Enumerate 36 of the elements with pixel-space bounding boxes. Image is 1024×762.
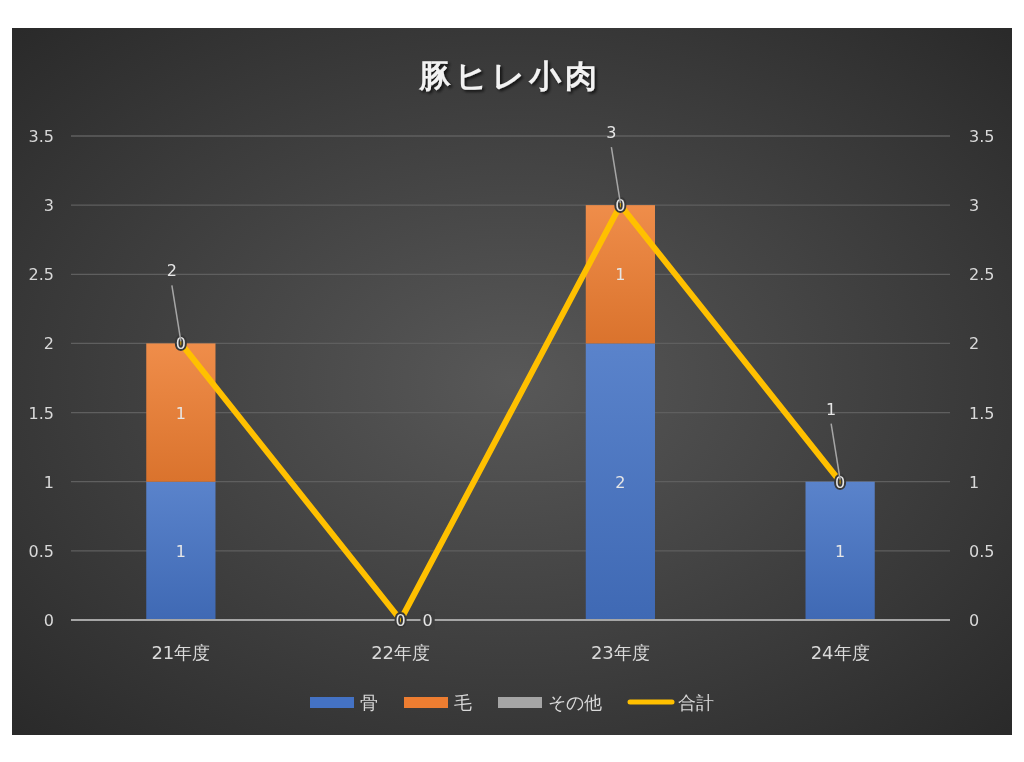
data-label: 1 — [615, 265, 626, 285]
x-tick-label: 21年度 — [151, 642, 211, 663]
data-label: 0 — [422, 611, 433, 630]
data-label: 1 — [835, 541, 846, 561]
x-tick-label: 22年度 — [371, 642, 431, 663]
bar — [585, 343, 655, 620]
data-label: 2 — [615, 472, 626, 492]
chart-title: 豚ヒレ小肉 — [418, 57, 601, 95]
y-tick-label: 1 — [43, 472, 54, 492]
y2-tick-label: 2 — [969, 334, 980, 354]
y-tick-label: 1.5 — [28, 403, 54, 423]
y2-tick-label: 3 — [969, 196, 980, 216]
x-tick-label: 23年度 — [590, 642, 650, 663]
bar — [146, 481, 216, 620]
y2-tick-label: 0.5 — [969, 541, 995, 561]
legend-label: その他 — [548, 692, 602, 713]
data-label: 1 — [826, 399, 837, 419]
y-tick-label: 2.5 — [28, 265, 54, 285]
y-tick-label: 0 — [43, 611, 54, 630]
y-tick-label: 0.5 — [28, 541, 54, 561]
y-tick-label: 3.5 — [28, 127, 54, 146]
data-label: 2 — [166, 261, 177, 281]
y-tick-label: 2 — [43, 334, 54, 354]
data-label: 1 — [175, 403, 186, 423]
y2-tick-label: 0 — [969, 611, 980, 630]
y2-tick-label: 1 — [969, 472, 980, 492]
y2-tick-label: 2.5 — [969, 265, 995, 285]
y-tick-label: 3 — [43, 196, 54, 216]
x-tick-label: 24年度 — [810, 642, 870, 663]
legend-label: 合計 — [678, 692, 714, 713]
data-label: 1 — [175, 541, 186, 561]
legend-label: 毛 — [454, 692, 472, 713]
data-label: 3 — [606, 123, 617, 143]
y2-tick-label: 1.5 — [969, 403, 995, 423]
legend-label: 骨 — [360, 692, 378, 713]
y2-tick-label: 3.5 — [969, 127, 995, 146]
